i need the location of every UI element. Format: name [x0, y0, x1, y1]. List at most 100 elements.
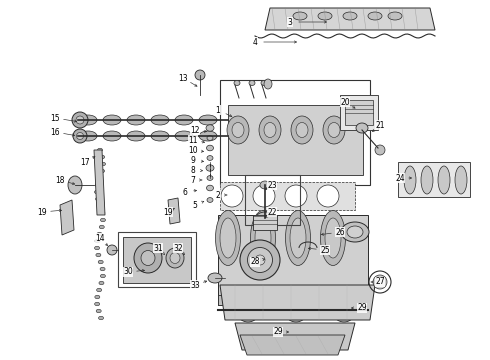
Ellipse shape — [373, 275, 387, 289]
Ellipse shape — [207, 136, 213, 140]
Ellipse shape — [199, 115, 217, 125]
Ellipse shape — [141, 251, 155, 266]
Ellipse shape — [199, 131, 217, 141]
Ellipse shape — [285, 185, 307, 207]
Ellipse shape — [99, 155, 105, 159]
Text: 30: 30 — [123, 267, 133, 276]
Ellipse shape — [338, 304, 350, 316]
Text: 9: 9 — [191, 156, 196, 165]
Ellipse shape — [264, 79, 272, 89]
Polygon shape — [235, 323, 355, 350]
Ellipse shape — [100, 267, 105, 271]
Ellipse shape — [220, 218, 236, 258]
Text: 1: 1 — [216, 105, 220, 114]
Text: 16: 16 — [50, 127, 60, 136]
Ellipse shape — [98, 316, 103, 320]
Bar — [340, 95, 378, 130]
Bar — [220, 182, 355, 210]
Bar — [245, 175, 300, 225]
Ellipse shape — [195, 70, 205, 80]
Ellipse shape — [404, 166, 416, 194]
Ellipse shape — [175, 131, 193, 141]
Ellipse shape — [97, 288, 101, 292]
Bar — [345, 100, 373, 125]
Ellipse shape — [455, 166, 467, 194]
Ellipse shape — [100, 211, 105, 215]
Ellipse shape — [207, 156, 213, 161]
Ellipse shape — [356, 123, 368, 133]
Bar — [118, 232, 196, 287]
Ellipse shape — [127, 131, 145, 141]
Ellipse shape — [249, 81, 255, 86]
Text: 29: 29 — [357, 303, 367, 312]
Ellipse shape — [207, 176, 213, 180]
Ellipse shape — [73, 129, 87, 143]
Ellipse shape — [95, 246, 99, 250]
Ellipse shape — [96, 197, 100, 201]
Ellipse shape — [103, 115, 121, 125]
Text: 15: 15 — [50, 113, 60, 122]
Ellipse shape — [388, 12, 402, 20]
Ellipse shape — [79, 115, 97, 125]
Text: 21: 21 — [375, 121, 385, 130]
Ellipse shape — [332, 298, 356, 322]
Ellipse shape — [95, 239, 100, 243]
Text: 17: 17 — [80, 158, 90, 166]
Ellipse shape — [256, 212, 274, 224]
Ellipse shape — [96, 253, 101, 257]
Ellipse shape — [100, 162, 105, 166]
Ellipse shape — [221, 185, 243, 207]
Ellipse shape — [206, 125, 214, 131]
Ellipse shape — [318, 12, 332, 20]
Ellipse shape — [96, 309, 101, 313]
Ellipse shape — [208, 273, 222, 283]
Ellipse shape — [227, 116, 249, 144]
Text: 11: 11 — [188, 135, 198, 144]
Ellipse shape — [320, 211, 345, 266]
Text: 24: 24 — [395, 174, 405, 183]
Text: 18: 18 — [55, 176, 65, 185]
Ellipse shape — [95, 183, 100, 187]
Text: 2: 2 — [216, 190, 220, 199]
Bar — [220, 80, 370, 185]
Text: 25: 25 — [320, 246, 330, 255]
Ellipse shape — [170, 252, 180, 264]
Bar — [253, 215, 277, 230]
Ellipse shape — [175, 115, 193, 125]
Ellipse shape — [291, 116, 313, 144]
Ellipse shape — [127, 115, 145, 125]
Text: 12: 12 — [190, 126, 200, 135]
Ellipse shape — [76, 132, 83, 140]
Ellipse shape — [151, 131, 169, 141]
Ellipse shape — [206, 185, 214, 191]
Ellipse shape — [99, 281, 104, 285]
Ellipse shape — [421, 166, 433, 194]
Text: 27: 27 — [375, 278, 385, 287]
Ellipse shape — [216, 211, 241, 266]
Polygon shape — [94, 150, 105, 215]
Ellipse shape — [236, 298, 260, 322]
Bar — [123, 237, 191, 283]
Ellipse shape — [97, 232, 102, 236]
Text: 33: 33 — [190, 280, 200, 289]
Ellipse shape — [242, 304, 254, 316]
Ellipse shape — [206, 145, 214, 151]
Ellipse shape — [255, 218, 271, 258]
Ellipse shape — [259, 116, 281, 144]
Ellipse shape — [166, 248, 184, 268]
Ellipse shape — [98, 148, 102, 152]
Polygon shape — [220, 285, 375, 320]
Bar — [228, 105, 363, 175]
Text: 7: 7 — [191, 176, 196, 185]
Ellipse shape — [255, 255, 265, 265]
Ellipse shape — [325, 218, 341, 258]
Ellipse shape — [207, 198, 213, 202]
Ellipse shape — [100, 274, 105, 278]
Ellipse shape — [95, 190, 99, 194]
Ellipse shape — [240, 240, 280, 280]
Text: 10: 10 — [188, 145, 198, 154]
Text: 20: 20 — [340, 98, 350, 107]
Ellipse shape — [343, 12, 357, 20]
Ellipse shape — [234, 81, 240, 86]
Ellipse shape — [99, 169, 104, 173]
